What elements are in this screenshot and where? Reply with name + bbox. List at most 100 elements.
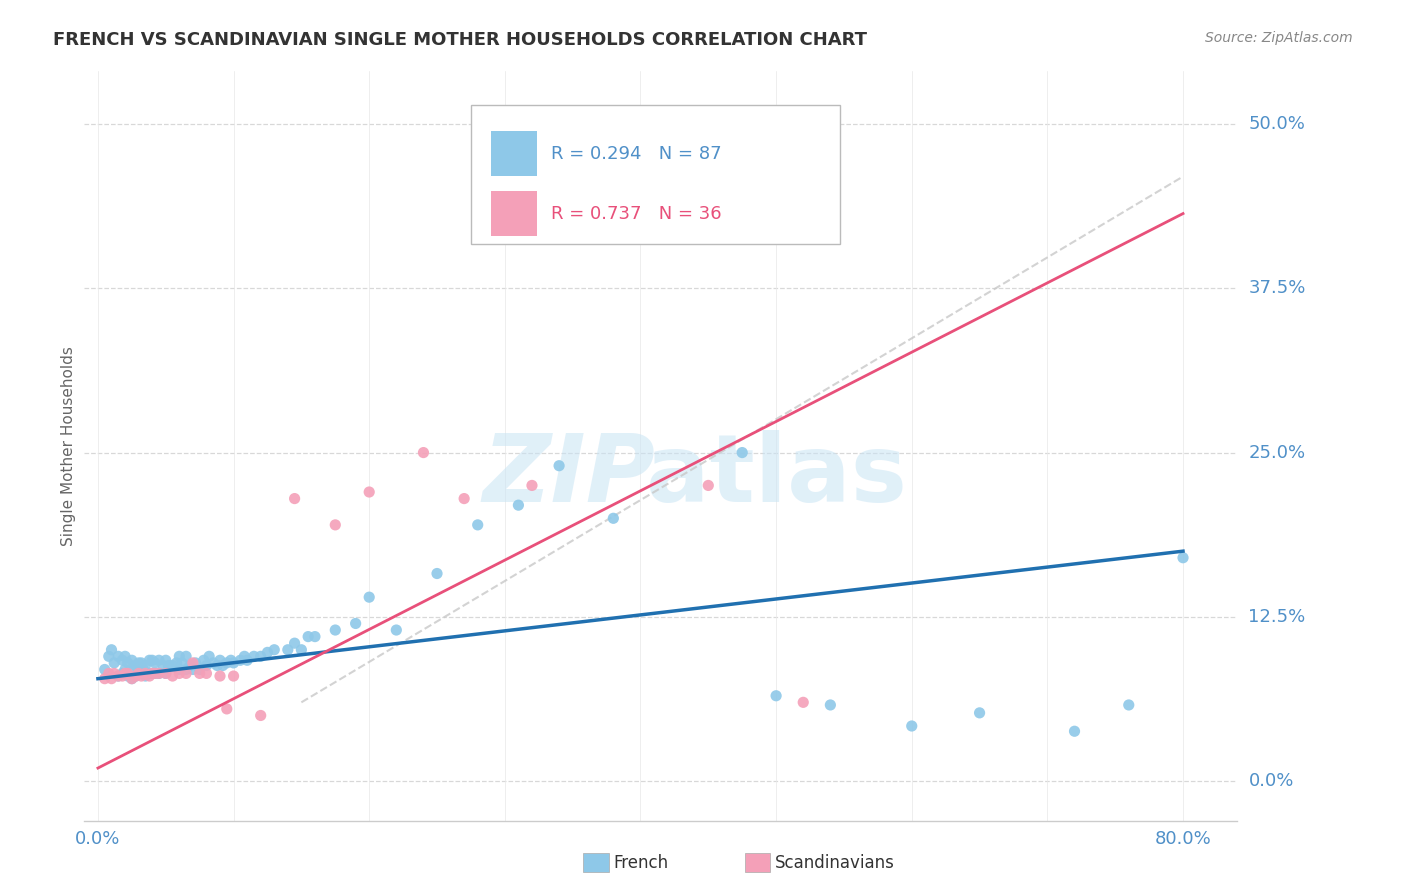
Point [134, 669, 156, 683]
Point [155, 666, 177, 681]
Point [141, 666, 163, 681]
Point [143, 666, 166, 681]
Point [453, 491, 475, 506]
FancyBboxPatch shape [471, 105, 839, 244]
Point [284, 491, 307, 506]
Point [236, 653, 259, 667]
Point [249, 708, 271, 723]
Point [125, 669, 148, 683]
Point [208, 653, 231, 667]
Bar [491, 191, 537, 236]
Point [229, 653, 252, 667]
Point [128, 666, 150, 681]
Point [114, 663, 136, 677]
Point [548, 458, 571, 473]
Point [344, 616, 367, 631]
Point [114, 666, 136, 681]
Point [1171, 550, 1194, 565]
Point [765, 689, 787, 703]
Point [162, 658, 184, 673]
Point [103, 666, 125, 681]
Point [138, 669, 160, 683]
Point [1118, 698, 1140, 712]
Point [97, 649, 120, 664]
Point [249, 649, 271, 664]
Point [138, 653, 160, 667]
Point [202, 656, 225, 670]
Point [207, 658, 229, 673]
Point [323, 623, 346, 637]
Point [211, 658, 233, 673]
Point [107, 669, 129, 683]
Point [731, 445, 754, 459]
Point [121, 672, 143, 686]
Point [170, 656, 193, 670]
Point [969, 706, 991, 720]
Point [128, 666, 150, 681]
Point [134, 658, 156, 673]
Point [602, 511, 624, 525]
Point [121, 653, 143, 667]
Point [179, 658, 201, 673]
Point [195, 658, 218, 673]
Point [359, 590, 381, 604]
Point [131, 666, 153, 681]
Point [215, 702, 238, 716]
Point [169, 649, 191, 664]
Point [188, 663, 211, 677]
Text: FRENCH VS SCANDINAVIAN SINGLE MOTHER HOUSEHOLDS CORRELATION CHART: FRENCH VS SCANDINAVIAN SINGLE MOTHER HOU… [53, 31, 868, 49]
Point [184, 656, 207, 670]
Point [103, 656, 125, 670]
Point [697, 478, 720, 492]
Point [820, 698, 842, 712]
Text: atlas: atlas [645, 430, 907, 522]
Point [233, 649, 256, 664]
Point [215, 656, 238, 670]
Point [256, 645, 278, 659]
Point [169, 666, 191, 681]
Point [131, 656, 153, 670]
Point [155, 666, 177, 681]
Point [114, 649, 136, 664]
Point [174, 663, 197, 677]
Point [181, 663, 204, 677]
Text: 37.5%: 37.5% [1249, 279, 1306, 297]
Text: Scandinavians: Scandinavians [775, 854, 894, 871]
Point [111, 666, 134, 681]
Point [508, 498, 530, 512]
Point [195, 666, 218, 681]
Point [304, 630, 326, 644]
Point [412, 445, 434, 459]
Point [93, 672, 115, 686]
Point [125, 669, 148, 683]
Point [155, 653, 177, 667]
Point [131, 669, 153, 683]
Point [290, 642, 312, 657]
Point [100, 672, 122, 686]
Point [792, 695, 814, 709]
Text: 0.0%: 0.0% [1249, 772, 1294, 790]
Text: R = 0.294   N = 87: R = 0.294 N = 87 [551, 145, 721, 162]
Point [181, 656, 204, 670]
Point [152, 658, 174, 673]
Point [219, 653, 242, 667]
Point [100, 642, 122, 657]
Point [134, 666, 156, 681]
Point [111, 653, 134, 667]
Point [359, 485, 381, 500]
Point [263, 642, 285, 657]
Point [141, 653, 163, 667]
Point [131, 661, 153, 675]
Point [297, 630, 319, 644]
Point [148, 653, 170, 667]
Point [385, 623, 408, 637]
Point [121, 672, 143, 686]
Point [467, 517, 489, 532]
Text: 12.5%: 12.5% [1249, 607, 1306, 626]
Point [117, 656, 139, 670]
Point [143, 656, 166, 670]
Point [107, 669, 129, 683]
Text: ZIP: ZIP [482, 430, 655, 522]
Point [111, 669, 134, 683]
Text: 25.0%: 25.0% [1249, 443, 1306, 461]
